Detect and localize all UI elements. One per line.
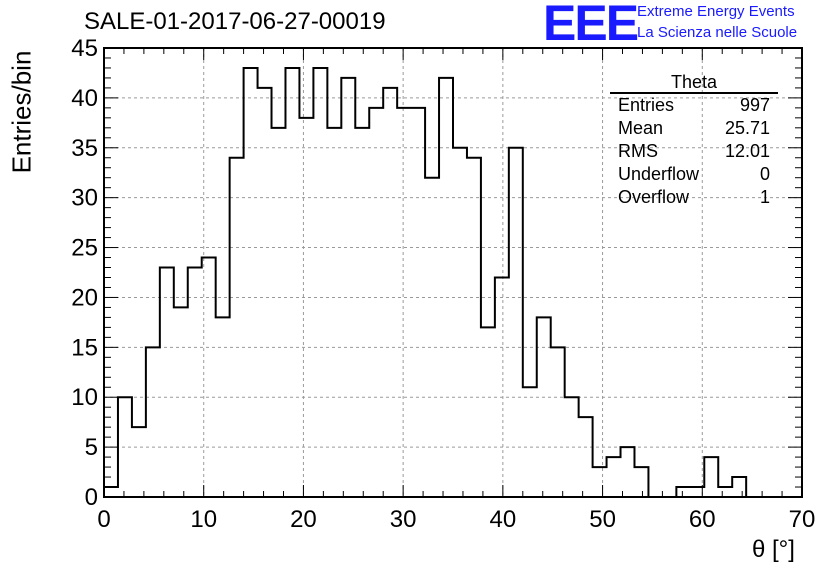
y-tick-label: 40	[71, 85, 98, 112]
stats-label: Entries	[618, 95, 675, 115]
y-tick-label: 5	[85, 434, 98, 461]
stats-row-overflow: Overflow 1	[610, 186, 778, 209]
plot-frame	[103, 47, 803, 498]
x-tick-label: 70	[789, 506, 816, 533]
logo-line-2: La Scienza nelle Scuole	[637, 24, 798, 41]
stats-value: 0	[759, 164, 770, 184]
eee-logo: EEE	[543, 0, 639, 51]
stats-value: 997	[739, 95, 770, 115]
y-tick-label: 20	[71, 284, 98, 311]
x-tick-label: 60	[689, 506, 716, 533]
y-tick-label: 15	[71, 334, 98, 361]
stats-label: RMS	[618, 141, 658, 161]
chart-title: SALE-01-2017-06-27-00019	[84, 8, 386, 35]
stats-title: Theta	[610, 72, 778, 94]
x-tick-label: 50	[589, 506, 616, 533]
x-axis-label: θ [°]	[752, 536, 795, 563]
stats-label: Mean	[618, 118, 664, 138]
stats-row-underflow: Underflow 0	[610, 163, 778, 186]
y-tick-label: 25	[71, 235, 98, 262]
stats-row-entries: Entries 997	[610, 94, 778, 117]
stats-value: 1	[759, 187, 770, 207]
stats-value: 25.71	[724, 118, 770, 138]
stats-value: 12.01	[724, 141, 770, 161]
y-tick-label: 30	[71, 185, 98, 212]
stats-row-mean: Mean 25.71	[610, 117, 778, 140]
stats-box: Theta Entries 997 Mean 25.71 RMS 12.01 U…	[610, 72, 778, 209]
stats-label: Underflow	[618, 164, 700, 184]
stats-label: Overflow	[618, 187, 690, 207]
x-tick-label: 0	[97, 506, 110, 533]
logo-line-1: Extreme Energy Events	[637, 3, 795, 20]
x-tick-label: 20	[290, 506, 317, 533]
y-tick-label: 35	[71, 135, 98, 162]
y-tick-label: 10	[71, 384, 98, 411]
x-tick-label: 40	[490, 506, 517, 533]
y-tick-label: 0	[85, 484, 98, 511]
y-tick-label: 45	[71, 35, 98, 62]
x-tick-label: 10	[190, 506, 217, 533]
x-tick-label: 30	[390, 506, 417, 533]
stats-row-rms: RMS 12.01	[610, 140, 778, 163]
